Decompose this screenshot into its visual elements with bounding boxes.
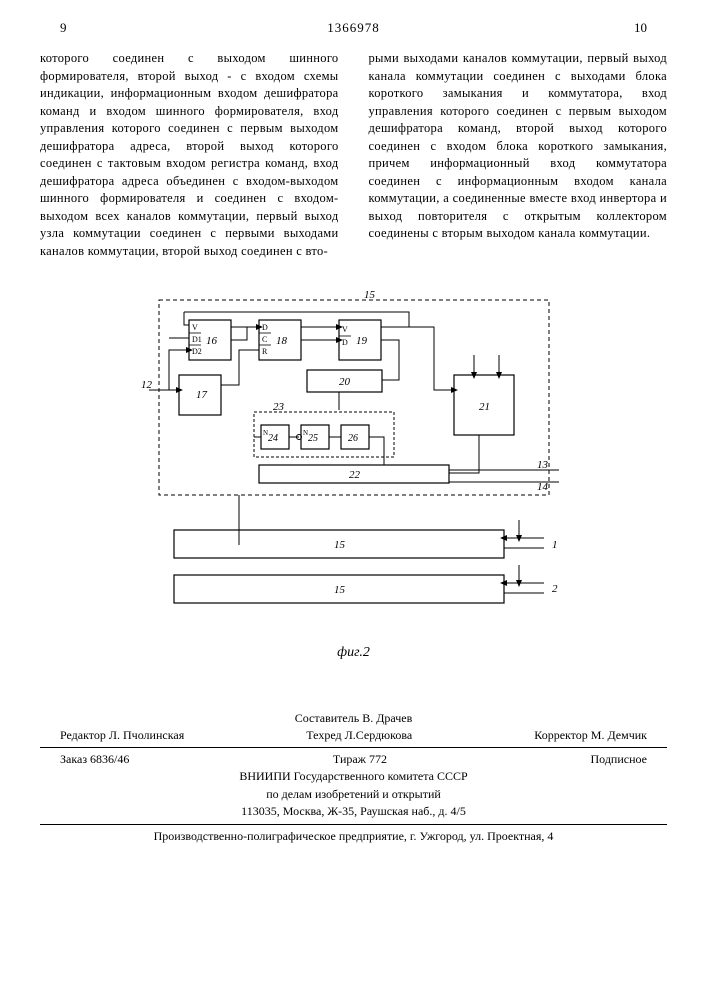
svg-text:N: N: [263, 429, 268, 437]
svg-text:21: 21: [479, 401, 490, 413]
svg-text:1: 1: [552, 539, 558, 551]
svg-text:15: 15: [364, 289, 376, 301]
circuit-diagram: 15 16 V D1 D2 18 D C R 19 V D 20: [139, 285, 569, 635]
editor: Редактор Л. Пчолинская: [60, 728, 184, 743]
org-line1: ВНИИПИ Государственного комитета СССР: [40, 769, 667, 785]
svg-text:19: 19: [356, 335, 368, 347]
svg-text:D: D: [262, 323, 268, 332]
org-line2: по делам изобретений и открытий: [40, 787, 667, 803]
svg-text:D: D: [342, 338, 348, 347]
svg-text:14: 14: [537, 481, 549, 493]
svg-text:R: R: [262, 347, 268, 356]
svg-text:24: 24: [268, 433, 278, 444]
subscribe: Подписное: [591, 752, 648, 767]
svg-text:15: 15: [334, 584, 346, 596]
svg-text:D1: D1: [192, 335, 202, 344]
svg-text:C: C: [262, 335, 267, 344]
svg-text:12: 12: [141, 379, 153, 391]
org-line3: 113035, Москва, Ж-35, Раушская наб., д. …: [40, 804, 667, 820]
order-number: Заказ 6836/46: [60, 752, 129, 767]
svg-text:17: 17: [196, 389, 208, 401]
svg-text:25: 25: [308, 433, 318, 444]
svg-text:D2: D2: [192, 347, 202, 356]
corrector: Корректор М. Демчик: [534, 728, 647, 743]
tirage: Тираж 772: [333, 752, 387, 767]
svg-text:N: N: [303, 429, 308, 437]
footer: Составитель В. Драчев Редактор Л. Пчолин…: [40, 711, 667, 844]
svg-text:13: 13: [537, 459, 549, 471]
page-col-left: 9: [60, 20, 67, 36]
svg-text:2: 2: [552, 583, 558, 595]
svg-text:16: 16: [206, 335, 218, 347]
svg-text:V: V: [342, 325, 348, 334]
text-column-left: которого соединен с выходом шинного форм…: [40, 50, 339, 260]
svg-text:22: 22: [349, 469, 361, 481]
figure-label: фиг.2: [40, 645, 667, 661]
svg-text:15: 15: [334, 539, 346, 551]
techred: Техред Л.Сердюкова: [306, 728, 412, 743]
compiler: Составитель В. Драчев: [40, 711, 667, 726]
page-col-right: 10: [634, 20, 647, 36]
svg-text:26: 26: [348, 433, 358, 444]
svg-text:18: 18: [276, 335, 288, 347]
svg-text:20: 20: [339, 376, 351, 388]
print-house: Производственно-полиграфическое предприя…: [40, 829, 667, 844]
doc-number: 1366978: [327, 20, 380, 36]
svg-text:23: 23: [273, 401, 285, 413]
text-column-right: рыми выходами каналов коммутации, первый…: [369, 50, 668, 260]
svg-text:V: V: [192, 323, 198, 332]
